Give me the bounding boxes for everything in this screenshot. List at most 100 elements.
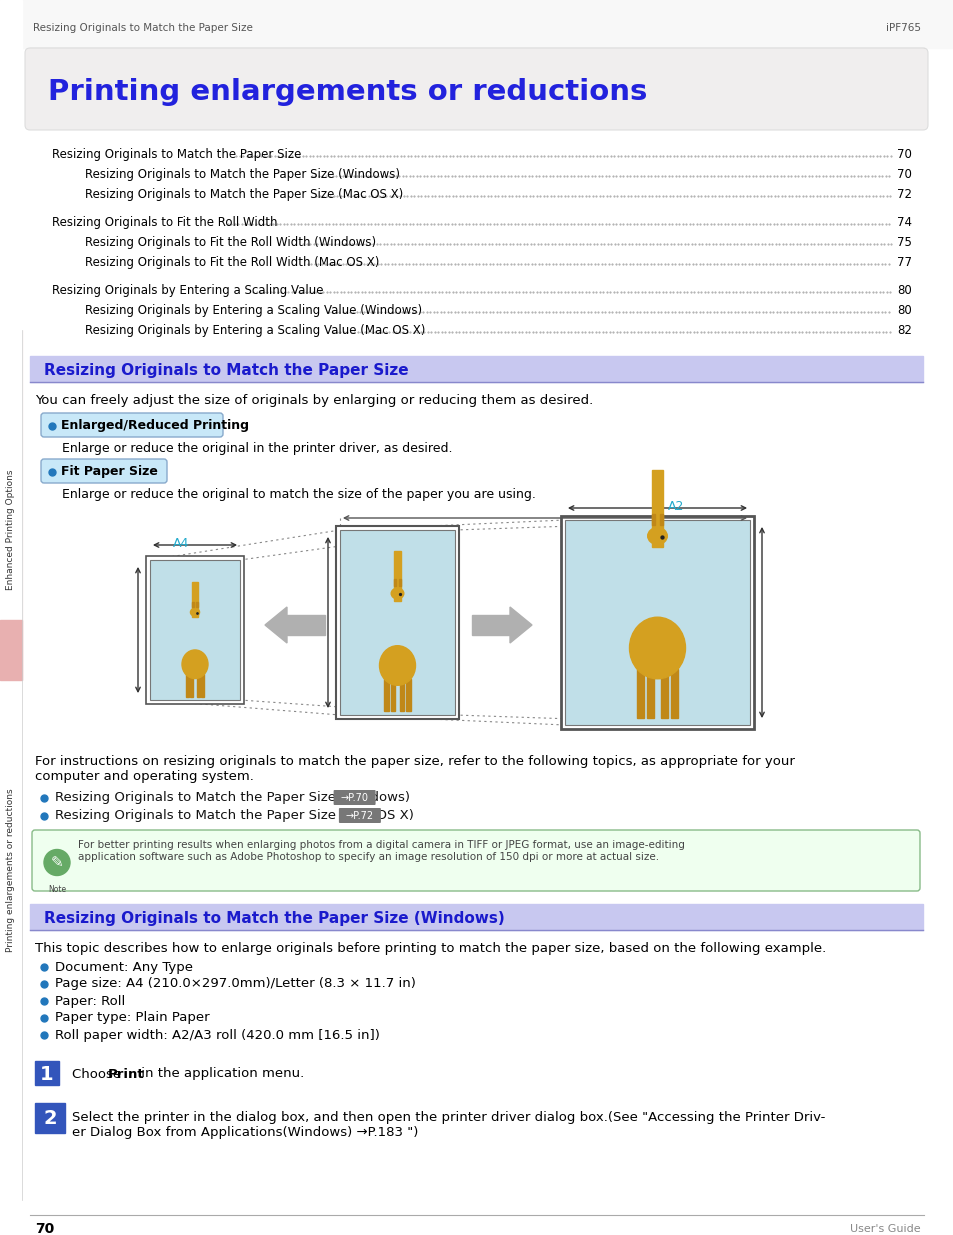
- Text: ✎: ✎: [51, 855, 63, 869]
- Text: 72: 72: [896, 188, 911, 201]
- Polygon shape: [472, 615, 510, 635]
- Bar: [406, 679, 410, 710]
- Bar: [637, 669, 643, 718]
- Bar: [394, 551, 400, 600]
- Text: Resizing Originals by Entering a Scaling Value (Mac OS X): Resizing Originals by Entering a Scaling…: [85, 324, 425, 337]
- Bar: [0, 330, 22, 680]
- Text: A2: A2: [667, 500, 683, 513]
- Text: Resizing Originals by Entering a Scaling Value (Windows): Resizing Originals by Entering a Scaling…: [85, 304, 421, 317]
- Ellipse shape: [182, 650, 208, 678]
- Text: Page size: A4 (210.0×297.0mm)/Letter (8.3 × 11.7 in): Page size: A4 (210.0×297.0mm)/Letter (8.…: [55, 977, 416, 990]
- Text: 75: 75: [896, 236, 911, 249]
- Bar: [660, 669, 667, 718]
- Bar: [35, 1061, 59, 1086]
- Text: 70: 70: [896, 148, 911, 161]
- Text: Resizing Originals to Fit the Roll Width (Windows): Resizing Originals to Fit the Roll Width…: [85, 236, 375, 249]
- Text: 70: 70: [35, 1221, 54, 1235]
- Bar: [30, 904, 923, 930]
- Bar: [335, 526, 458, 719]
- Text: Enhanced Printing Options: Enhanced Printing Options: [7, 469, 15, 590]
- Bar: [659, 514, 662, 525]
- Text: 82: 82: [896, 324, 911, 337]
- Text: Choose: Choose: [71, 1067, 125, 1081]
- Bar: [150, 559, 240, 700]
- Bar: [384, 679, 389, 710]
- Text: 80: 80: [897, 304, 911, 317]
- Bar: [146, 556, 244, 704]
- FancyBboxPatch shape: [41, 412, 223, 437]
- Bar: [0, 0, 22, 1235]
- Text: Note: Note: [48, 885, 66, 894]
- Bar: [391, 679, 395, 710]
- Text: Fit Paper Size: Fit Paper Size: [61, 466, 157, 478]
- Text: Enlarge or reduce the original to match the size of the paper you are using.: Enlarge or reduce the original to match …: [62, 488, 536, 501]
- FancyBboxPatch shape: [25, 48, 927, 130]
- Text: Enlarge or reduce the original in the printer driver, as desired.: Enlarge or reduce the original in the pr…: [62, 442, 452, 454]
- Bar: [35, 1103, 65, 1132]
- Text: Print: Print: [108, 1067, 144, 1081]
- Ellipse shape: [629, 618, 685, 679]
- Polygon shape: [287, 615, 325, 635]
- Text: Document: Any Type: Document: Any Type: [55, 961, 193, 973]
- Bar: [186, 674, 189, 697]
- Text: Enlarged/Reduced Printing: Enlarged/Reduced Printing: [61, 420, 249, 432]
- Bar: [560, 516, 753, 729]
- Bar: [190, 674, 193, 697]
- Text: This topic describes how to enlarge originals before printing to match the paper: This topic describes how to enlarge orig…: [35, 942, 825, 955]
- Bar: [196, 601, 197, 608]
- Text: Resizing Originals to Match the Paper Size: Resizing Originals to Match the Paper Si…: [44, 363, 408, 378]
- Bar: [651, 514, 654, 525]
- Bar: [651, 471, 662, 547]
- Text: 2: 2: [43, 1109, 57, 1129]
- FancyBboxPatch shape: [32, 830, 919, 890]
- Text: Resizing Originals to Match the Paper Size (Mac OS X): Resizing Originals to Match the Paper Si…: [85, 188, 403, 201]
- Bar: [30, 356, 923, 382]
- Text: Resizing Originals to Match the Paper Size: Resizing Originals to Match the Paper Si…: [33, 23, 253, 33]
- Ellipse shape: [647, 527, 666, 545]
- Text: User's Guide: User's Guide: [849, 1224, 920, 1234]
- Bar: [0, 620, 22, 680]
- Text: Paper: Roll: Paper: Roll: [55, 994, 125, 1008]
- Text: Resizing Originals to Fit the Roll Width (Mac OS X): Resizing Originals to Fit the Roll Width…: [85, 256, 379, 269]
- Text: Resizing Originals by Entering a Scaling Value: Resizing Originals by Entering a Scaling…: [52, 284, 323, 296]
- Bar: [670, 669, 677, 718]
- Bar: [646, 669, 654, 718]
- Text: You can freely adjust the size of originals by enlarging or reducing them as des: You can freely adjust the size of origin…: [35, 394, 593, 408]
- Bar: [399, 679, 404, 710]
- Text: Resizing Originals to Match the Paper Size (Windows): Resizing Originals to Match the Paper Si…: [44, 910, 504, 925]
- Bar: [0, 0, 953, 48]
- Bar: [196, 674, 200, 697]
- Text: Resizing Originals to Match the Paper Size (Windows): Resizing Originals to Match the Paper Si…: [85, 168, 399, 182]
- Text: Printing enlargements or reductions: Printing enlargements or reductions: [48, 78, 647, 106]
- Text: Resizing Originals to Fit the Roll Width: Resizing Originals to Fit the Roll Width: [52, 216, 277, 228]
- Text: For better printing results when enlarging photos from a digital camera in TIFF : For better printing results when enlargi…: [78, 840, 684, 862]
- Text: Printing enlargements or reductions: Printing enlargements or reductions: [7, 788, 15, 952]
- Text: A4: A4: [173, 537, 190, 550]
- Polygon shape: [265, 606, 287, 643]
- Text: 70: 70: [896, 168, 911, 182]
- Bar: [399, 579, 400, 587]
- Polygon shape: [510, 606, 532, 643]
- Text: 1: 1: [40, 1065, 53, 1083]
- FancyBboxPatch shape: [338, 808, 380, 823]
- Text: For instructions on resizing originals to match the paper size, refer to the fol: For instructions on resizing originals t…: [35, 755, 794, 783]
- Bar: [339, 530, 455, 715]
- Bar: [394, 579, 395, 587]
- Circle shape: [44, 850, 70, 876]
- Ellipse shape: [191, 609, 199, 616]
- Text: Resizing Originals to Match the Paper Size (Windows): Resizing Originals to Match the Paper Si…: [55, 792, 410, 804]
- Text: Roll paper width: A2/A3 roll (420.0 mm [16.5 in]): Roll paper width: A2/A3 roll (420.0 mm […: [55, 1029, 379, 1041]
- Bar: [564, 520, 749, 725]
- Text: Resizing Originals to Match the Paper Size (Mac OS X): Resizing Originals to Match the Paper Si…: [55, 809, 414, 823]
- Text: Resizing Originals to Match the Paper Size: Resizing Originals to Match the Paper Si…: [52, 148, 301, 161]
- Text: 77: 77: [896, 256, 911, 269]
- Text: in the application menu.: in the application menu.: [136, 1067, 304, 1081]
- FancyBboxPatch shape: [41, 459, 167, 483]
- Text: Paper type: Plain Paper: Paper type: Plain Paper: [55, 1011, 210, 1025]
- Text: 80: 80: [897, 284, 911, 296]
- Bar: [193, 582, 197, 618]
- Text: 74: 74: [896, 216, 911, 228]
- Text: →P.72: →P.72: [346, 811, 374, 821]
- Ellipse shape: [391, 588, 403, 599]
- Bar: [201, 674, 204, 697]
